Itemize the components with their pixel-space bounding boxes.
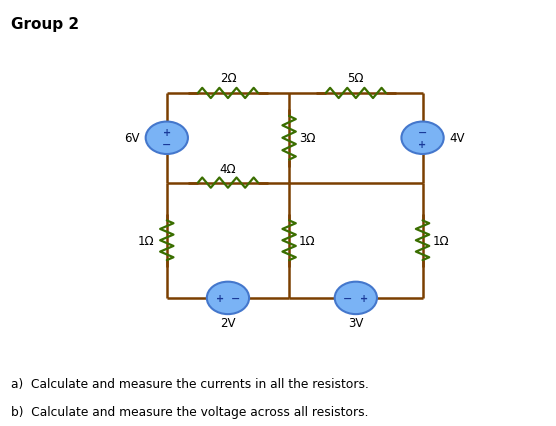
Text: a)  Calculate and measure the currents in all the resistors.: a) Calculate and measure the currents in… xyxy=(11,377,369,390)
Text: 1Ω: 1Ω xyxy=(138,234,155,247)
Text: 6V: 6V xyxy=(125,132,140,145)
Text: −: − xyxy=(418,127,427,137)
Text: +: + xyxy=(360,293,368,303)
Circle shape xyxy=(335,282,377,314)
Circle shape xyxy=(207,282,249,314)
Text: 3Ω: 3Ω xyxy=(299,132,316,145)
Text: 3V: 3V xyxy=(348,316,364,329)
Text: +: + xyxy=(216,293,224,303)
Text: 2Ω: 2Ω xyxy=(220,72,236,84)
Text: b)  Calculate and measure the voltage across all resistors.: b) Calculate and measure the voltage acr… xyxy=(11,405,369,417)
Circle shape xyxy=(146,122,188,155)
Text: 4V: 4V xyxy=(449,132,465,145)
Text: 1Ω: 1Ω xyxy=(433,234,449,247)
Text: −: − xyxy=(162,140,171,150)
Text: 5Ω: 5Ω xyxy=(348,72,364,84)
Text: 2V: 2V xyxy=(220,316,236,329)
Circle shape xyxy=(401,122,444,155)
Text: −: − xyxy=(231,293,241,303)
Text: 4Ω: 4Ω xyxy=(220,163,236,176)
Text: Group 2: Group 2 xyxy=(11,17,80,32)
Text: +: + xyxy=(163,127,171,137)
Text: +: + xyxy=(419,140,426,150)
Text: −: − xyxy=(343,293,353,303)
Text: 1Ω: 1Ω xyxy=(299,234,316,247)
